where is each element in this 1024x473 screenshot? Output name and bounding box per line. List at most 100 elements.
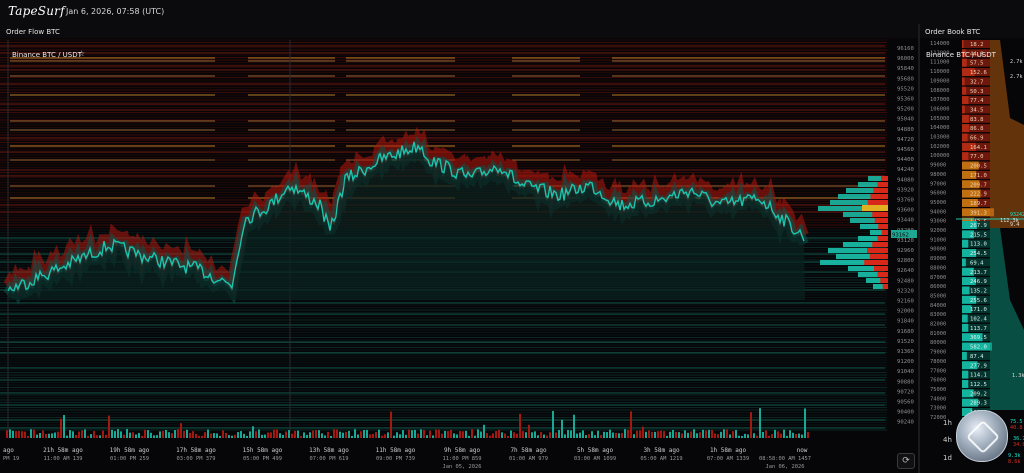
time-axis-date: Jan 05, 2026 — [443, 464, 482, 470]
bid-row-bar — [962, 286, 970, 295]
volume-bar — [438, 429, 440, 438]
volume-bar — [504, 433, 506, 438]
volume-bar — [9, 429, 11, 438]
volume-bar — [669, 431, 671, 438]
orderbook-price-tick: 72000 — [930, 415, 946, 421]
time-axis-label: 19h 58m ago — [110, 447, 150, 454]
ask-row-bg — [962, 142, 990, 151]
volume-bar — [714, 433, 716, 438]
volume-bar — [660, 430, 662, 438]
price-tick-label: 92160 — [897, 299, 914, 305]
depth-profile-overlay — [874, 218, 888, 223]
cumulative-label: 9.4 — [1010, 222, 1019, 228]
time-axis-label: 17h 58m ago — [176, 447, 216, 454]
volume-bar — [111, 429, 113, 438]
volume-bar — [126, 429, 128, 438]
volume-bar — [390, 411, 392, 438]
ask-row-bg — [962, 152, 990, 161]
volume-bar — [471, 429, 473, 438]
panel-divider[interactable] — [918, 24, 920, 473]
current-price-tag — [891, 230, 917, 238]
volume-bar — [693, 429, 695, 438]
timeframe-value: 36.7 — [1013, 436, 1024, 442]
orderbook-price-tick: 114000 — [930, 41, 949, 47]
depth-profile-overlay — [877, 272, 888, 277]
ask-size-value: 189.7 — [970, 201, 987, 207]
bid-row-bar — [962, 370, 969, 379]
volume-bar — [741, 435, 743, 438]
bid-row-bar — [962, 258, 966, 267]
order-flow-title: Order Flow BTC — [6, 28, 60, 36]
timeframe-1d[interactable]: 1d — [943, 454, 952, 462]
volume-bar — [90, 434, 92, 438]
volume-bar — [96, 435, 98, 438]
ask-row-bg — [962, 133, 990, 142]
orderbook-price-tick: 75000 — [930, 387, 946, 393]
volume-bar — [351, 435, 353, 438]
volume-bar — [129, 432, 131, 438]
depth-profile-bar — [843, 212, 888, 217]
depth-profile-bar — [868, 176, 888, 181]
exchange-logo-badge — [956, 410, 1008, 462]
ask-size-value: 152.6 — [970, 70, 987, 76]
volume-bar — [174, 430, 176, 438]
ask-row-bar — [962, 189, 981, 198]
volume-bar — [498, 429, 500, 438]
bid-size-value: 277.9 — [970, 363, 987, 369]
order-book-pair-label: Binance BTC / USDT — [926, 51, 996, 59]
time-axis-sublabel: 05:00 AM 1219 — [640, 456, 682, 462]
price-tick-label: 90720 — [897, 389, 914, 395]
volume-bar — [354, 429, 356, 438]
bid-row-bar — [962, 351, 967, 360]
volume-bar — [264, 434, 266, 438]
volume-bar — [216, 433, 218, 438]
volume-bar — [717, 434, 719, 438]
ask-size-value: 18.2 — [970, 42, 983, 48]
orderbook-price-tick: 95000 — [930, 200, 946, 206]
bid-size-value: 582.0 — [970, 345, 987, 351]
time-axis-sublabel: 01:00 AM 979 — [509, 456, 548, 462]
volume-bar — [327, 431, 329, 438]
timeframe-1h[interactable]: 1h — [943, 419, 952, 427]
volume-bar — [333, 429, 335, 438]
volume-bar — [510, 430, 512, 438]
ask-size-value: 209.7 — [970, 182, 987, 188]
badge-icon — [966, 420, 1000, 454]
ask-row-bar — [962, 105, 965, 114]
price-tick-label: 93600 — [897, 208, 914, 214]
volume-bar — [591, 431, 593, 438]
timeframe-4h[interactable]: 4h — [943, 436, 952, 444]
bid-size-value: 246.9 — [970, 279, 987, 285]
ask-size-value: 44.8 — [970, 51, 984, 57]
ask-size-value: 34.5 — [970, 107, 983, 113]
volume-bar — [411, 430, 413, 438]
orderbook-price-tick: 74000 — [930, 396, 946, 402]
volume-bar — [285, 431, 287, 438]
current-price-value: 93162 — [892, 233, 909, 239]
orderbook-price-tick: 102000 — [930, 144, 949, 150]
volume-bar — [483, 424, 485, 438]
price-tick-label: 93120 — [897, 238, 914, 244]
volume-bar — [474, 435, 476, 438]
volume-bar — [501, 432, 503, 438]
orderbook-price-tick: 108000 — [930, 88, 949, 94]
volume-bar — [789, 430, 791, 438]
favorite-star-icon[interactable]: ☆ — [78, 49, 86, 58]
ask-size-value: 86.8 — [970, 126, 984, 132]
time-axis-sublabel: 03:00 PM 379 — [177, 456, 216, 462]
volume-bar — [786, 435, 788, 438]
volume-bar — [261, 434, 263, 438]
price-tick-label: 90880 — [897, 379, 914, 385]
time-axis-date: Jan 06, 2026 — [766, 464, 805, 470]
price-tick-label: 90560 — [897, 400, 914, 406]
pair-label[interactable]: Binance BTC / USDT — [12, 51, 82, 59]
refresh-button[interactable]: ⟳ — [897, 453, 915, 469]
bid-row-bg — [962, 230, 990, 239]
volume-bar — [132, 432, 134, 438]
bid-size-value: 114.1 — [970, 373, 987, 379]
price-tick-label: 91200 — [897, 359, 914, 365]
volume-bar — [405, 434, 407, 438]
depth-profile-bar — [820, 260, 888, 265]
volume-bar — [576, 433, 578, 438]
